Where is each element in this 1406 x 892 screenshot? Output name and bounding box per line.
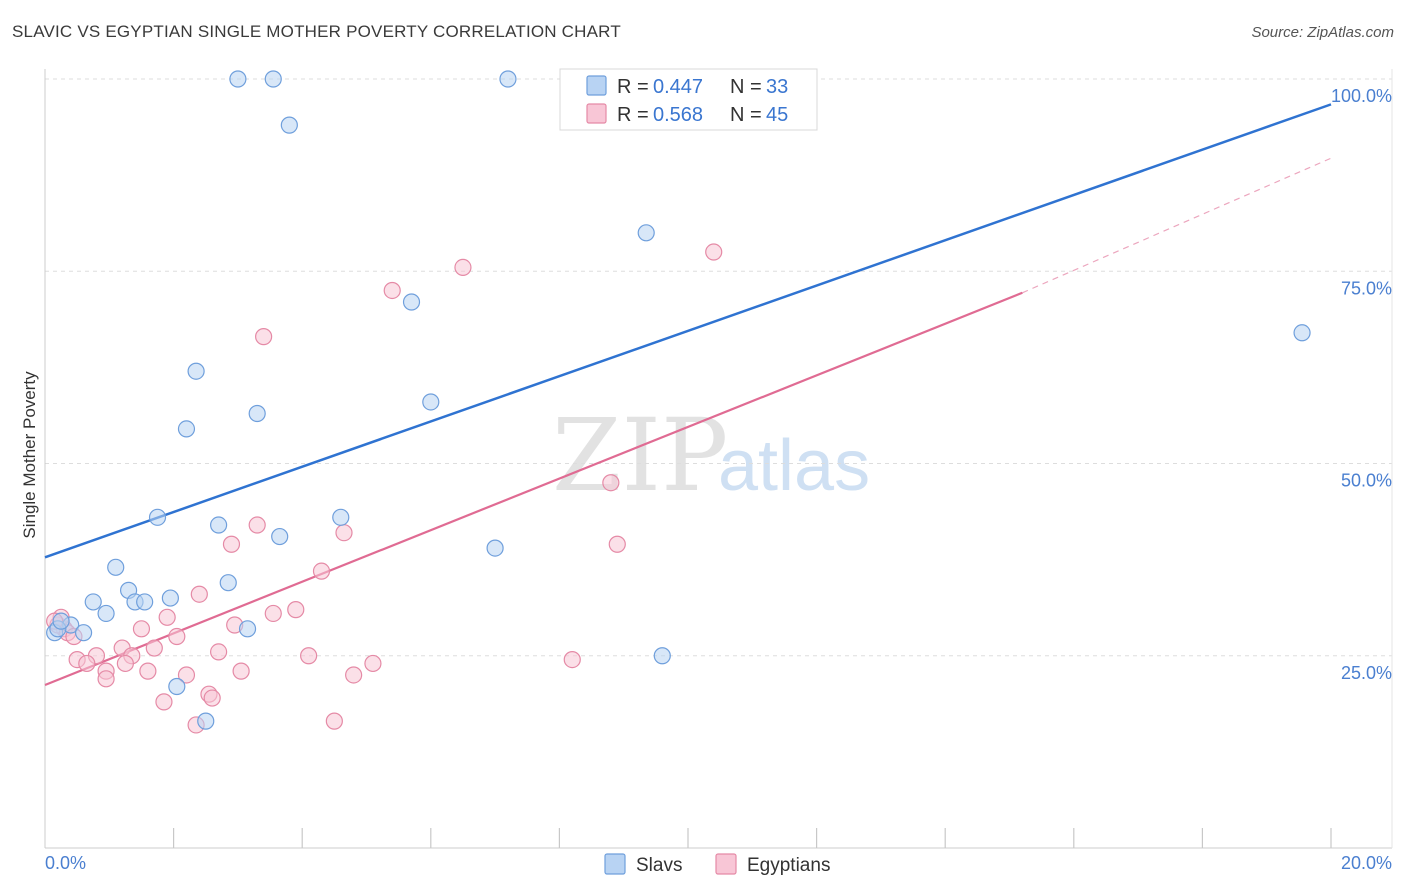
y-tick-label: 25.0% [1341,663,1392,683]
slavs-point [168,677,186,696]
egyptians-point [705,243,723,261]
egyptians-point [177,666,196,684]
egyptians-point [287,601,305,619]
watermark-atlas: atlas [718,426,870,506]
source-label: Source: ZipAtlas.com [1251,24,1394,41]
slavs-point [219,574,237,592]
slavs-point [107,558,125,576]
egyptians-point [190,585,208,603]
slavs-point [52,612,70,630]
egyptians-trend-extension [1022,157,1332,294]
egyptians-point [78,654,96,673]
slavs-point [148,508,167,526]
egyptians-point [563,650,581,669]
slavs-r-label: R = [617,76,649,98]
y-tick-label: 50.0% [1341,471,1392,491]
slavs-point [248,404,266,423]
legend-egyptians-label: Egyptians [747,855,830,876]
chart-title: SLAVIC VS EGYPTIAN SINGLE MOTHER POVERTY… [12,22,621,41]
slavs-point [637,224,655,242]
slavs-points [46,70,1311,730]
egyptians-point [312,562,331,580]
egyptians-point [158,608,176,626]
watermark: ZIP atlas [552,397,870,514]
slavs-point [74,624,93,642]
stats-legend: R = 0.447 N = 33 R = 0.568 N = 45 [559,68,818,131]
slavs-point [332,508,350,526]
egyptians-point [203,689,221,707]
egyptians-point [168,627,186,646]
slavs-point [1293,324,1311,342]
egyptians-point [145,639,163,657]
egyptians-r-label: R = [617,104,649,126]
slavs-point [238,620,257,638]
slavs-point [187,362,205,380]
egyptians-point [264,604,282,623]
egyptians-point [383,281,401,300]
slavs-point [264,70,282,88]
egyptians-point [364,654,382,673]
slavs-point [177,420,196,438]
egyptians-trend-line [44,291,1023,686]
egyptians-point [132,620,151,638]
slavs-point [653,647,671,665]
egyptians-point [602,474,620,492]
egyptians-point [210,643,228,661]
y-tick-label: 100.0% [1331,86,1392,106]
slavs-point [486,539,504,557]
egyptians-point [97,670,115,688]
egyptians-point [155,693,173,711]
legend-slavs-label: Slavs [636,855,682,876]
egyptians-point [345,666,363,684]
tick-labels: 25.0% 50.0% 75.0% 100.0% 0.0% 20.0% [45,86,1392,873]
egyptians-point [222,535,241,553]
egyptians-point [116,654,134,673]
egyptians-n-value: 45 [766,104,788,126]
slavs-trend-line [44,103,1332,559]
x-tick-label: 0.0% [45,853,86,873]
slavs-point [499,70,517,88]
slavs-point [271,527,289,546]
watermark-zip: ZIP [552,397,728,514]
egyptians-point [300,647,318,665]
gridlines [45,78,1392,657]
egyptians-point [248,516,266,534]
slavs-n-value: 33 [766,76,788,98]
slavs-point [84,593,102,611]
slavs-swatch [586,75,607,96]
egyptians-n-label: N = [730,104,762,126]
egyptians-point [608,535,626,553]
slavs-point [280,116,298,134]
y-axis-label: Single Mother Poverty [20,371,39,539]
slavs-point [422,393,440,411]
egyptians-point [255,328,273,346]
x-tick-label: 20.0% [1341,853,1392,873]
egyptians-point [335,524,353,542]
slavs-point [402,293,421,311]
egyptians-swatch [586,103,607,124]
egyptians-point [325,712,343,730]
egyptians-r-value: 0.568 [653,104,703,126]
axes [44,69,1393,849]
series-legend: Slavs Egyptians [604,853,830,876]
slavs-point [97,604,115,623]
slavs-point [229,70,247,88]
slavs-point [161,589,179,607]
egyptians-point [232,662,250,680]
slavs-n-label: N = [730,76,762,98]
slavs-point [197,712,215,730]
trend-lines [44,103,1332,686]
slavs-r-value: 0.447 [653,76,703,98]
egyptians-point [139,662,157,680]
slavs-point [210,516,228,534]
slavs-point [136,593,154,611]
egyptians-point [454,258,472,277]
legend-slavs-swatch [604,853,626,875]
y-tick-label: 75.0% [1341,278,1392,298]
legend-egyptians-swatch [715,853,737,875]
